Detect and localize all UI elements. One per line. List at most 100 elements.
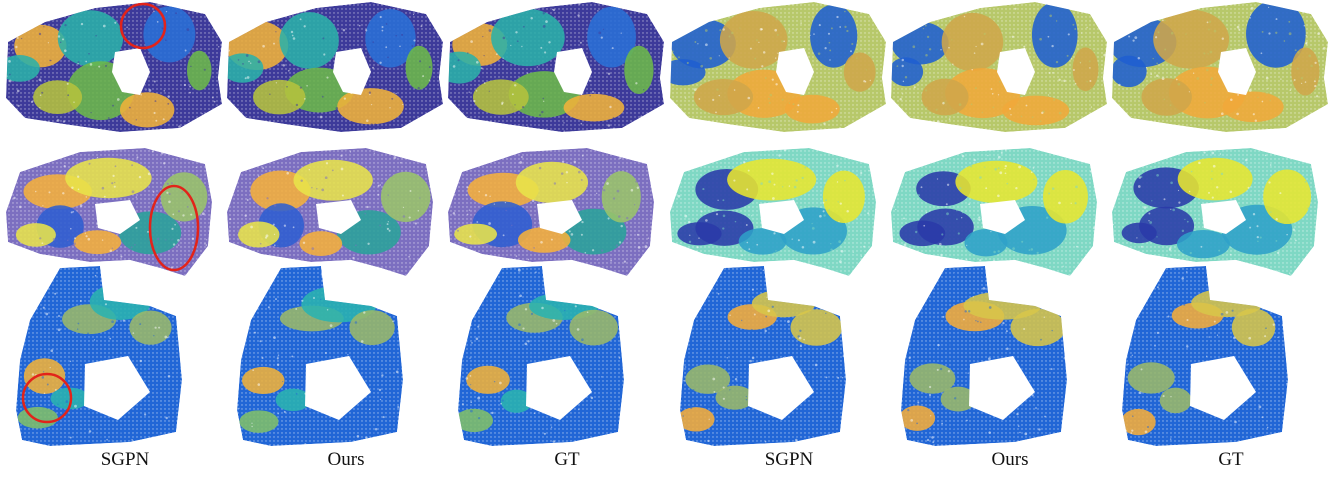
object-segment (129, 310, 172, 345)
object-segment (843, 52, 876, 92)
object-segment (405, 45, 433, 90)
point-cloud-render (448, 2, 664, 132)
object-segment (784, 94, 840, 124)
empty-region (1190, 356, 1256, 420)
error-highlight-circle (148, 184, 200, 272)
point-cloud-render (901, 266, 1067, 446)
object-segment (822, 170, 865, 224)
point-cloud-panel-sgpn-scene-1 (664, 0, 886, 138)
empty-region (333, 48, 371, 95)
object-segment (454, 223, 498, 245)
object-segment (1010, 308, 1066, 347)
object-segment (472, 79, 529, 115)
empty-region (997, 48, 1035, 95)
object-segment (458, 408, 494, 433)
object-segment (1043, 170, 1088, 224)
caption-ours-semantic: Ours (991, 449, 1029, 470)
object-segment (1072, 47, 1099, 92)
error-highlight-circle (119, 2, 167, 50)
object-segment (1112, 55, 1147, 88)
empty-region (526, 356, 592, 420)
object-segment (964, 229, 1008, 257)
point-cloud-render (227, 2, 443, 132)
empty-region (554, 48, 592, 95)
empty-region (759, 200, 804, 234)
object-segment (955, 160, 1038, 203)
caption-sgpn-semantic: SGPN (764, 449, 814, 470)
empty-region (980, 200, 1025, 234)
object-segment (299, 231, 343, 256)
object-segment (1222, 91, 1284, 123)
object-segment (186, 50, 212, 91)
point-cloud-panel-ours-scene-3 (221, 260, 443, 446)
empty-region (537, 200, 582, 234)
point-cloud-render (680, 266, 846, 446)
point-cloud-render (891, 148, 1097, 276)
object-segment (119, 92, 175, 128)
object-segment (693, 79, 754, 116)
caption-gt-instance: GT (554, 449, 580, 470)
object-segment (624, 45, 654, 95)
empty-region (84, 356, 150, 420)
object-segment (1176, 229, 1230, 259)
object-segment (901, 405, 936, 431)
object-segment (1231, 308, 1276, 347)
object-segment (1263, 169, 1312, 225)
empty-region (776, 48, 814, 95)
object-segment (160, 172, 208, 222)
object-segment (719, 10, 788, 69)
point-cloud-panel-ours-scene-1 (885, 0, 1107, 138)
object-segment (790, 309, 843, 346)
object-segment (65, 157, 152, 199)
point-cloud-panel-gt-scene-3 (1106, 260, 1328, 446)
object-segment (899, 220, 946, 247)
object-segment (466, 365, 510, 394)
object-segment (601, 171, 641, 223)
object-segment (279, 12, 339, 69)
object-segment (1159, 387, 1192, 414)
empty-region (1218, 48, 1256, 95)
point-cloud-panel-ours-scene-1 (221, 0, 443, 138)
object-segment (941, 12, 1004, 72)
empty-region (305, 356, 371, 420)
object-segment (253, 79, 306, 115)
object-segment (891, 21, 949, 65)
point-cloud-render (6, 148, 212, 276)
object-segment (587, 6, 636, 68)
object-segment (727, 158, 817, 201)
object-segment (349, 310, 395, 346)
point-cloud-render (1112, 2, 1328, 132)
caption-sgpn-instance: SGPN (100, 449, 150, 470)
point-cloud-render (6, 2, 222, 132)
object-segment (73, 230, 122, 255)
object-segment (1177, 157, 1253, 201)
object-segment (715, 385, 755, 410)
point-cloud-render (1122, 266, 1288, 446)
point-cloud-render (237, 266, 403, 446)
object-segment (670, 59, 706, 86)
object-segment (563, 93, 625, 122)
point-cloud-panel-ours-scene-2 (221, 142, 443, 282)
object-segment (1122, 408, 1156, 436)
point-cloud-panel-gt-scene-2 (442, 142, 664, 282)
empty-region (112, 48, 150, 95)
point-cloud-render (458, 266, 624, 446)
point-cloud-panel-ours-scene-2 (885, 142, 1107, 282)
point-cloud-render (448, 148, 654, 276)
object-segment (1002, 95, 1070, 126)
point-cloud-render (16, 266, 182, 446)
object-segment (17, 406, 58, 429)
object-segment (517, 227, 571, 253)
empty-region (748, 356, 814, 420)
object-segment (50, 387, 89, 410)
object-segment (685, 364, 731, 394)
object-segment (6, 55, 40, 82)
empty-region (95, 200, 140, 234)
object-segment (569, 309, 618, 346)
caption-ours-instance: Ours (327, 449, 365, 470)
point-cloud-panel-ours-scene-3 (885, 260, 1107, 446)
object-segment (227, 53, 264, 83)
object-segment (500, 389, 533, 413)
point-cloud-panel-sgpn-scene-2 (0, 142, 222, 282)
error-highlight-circle (21, 372, 73, 424)
